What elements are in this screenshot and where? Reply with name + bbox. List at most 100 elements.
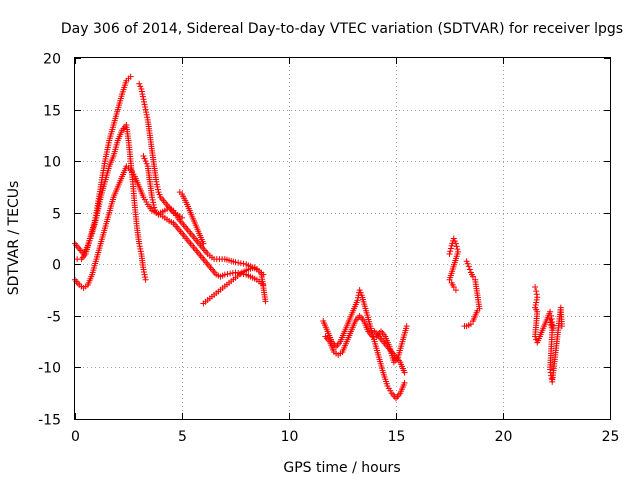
data-point <box>357 289 364 296</box>
data-point <box>383 342 390 349</box>
data-point <box>150 199 157 206</box>
data-point <box>142 158 149 165</box>
data-point <box>144 114 151 121</box>
data-point <box>219 256 226 263</box>
x-tick-label: 5 <box>178 429 187 445</box>
data-point <box>362 305 369 312</box>
data-point <box>461 323 468 330</box>
data-point <box>82 283 89 290</box>
data-point <box>153 176 160 183</box>
data-point <box>142 274 149 281</box>
data-point <box>533 296 540 303</box>
data-point <box>211 269 218 276</box>
data-point <box>81 252 88 259</box>
data-point <box>468 271 475 278</box>
data-point <box>118 93 125 100</box>
x-tick-label: 0 <box>71 429 80 445</box>
data-point <box>147 205 154 212</box>
data-point <box>137 83 144 90</box>
data-point <box>356 287 363 294</box>
data-point <box>156 191 163 198</box>
data-point <box>249 265 256 272</box>
y-tick-label: 20 <box>43 52 61 68</box>
data-point <box>337 350 344 357</box>
data-point <box>380 331 387 338</box>
data-point <box>366 320 373 327</box>
data-point <box>122 165 129 172</box>
data-point <box>86 237 93 244</box>
data-point <box>141 155 148 162</box>
data-point <box>140 152 147 159</box>
x-tick-label: 20 <box>495 429 513 445</box>
data-point <box>141 271 148 278</box>
data-point <box>181 233 188 240</box>
data-point <box>240 260 247 267</box>
data-point <box>114 139 121 146</box>
y-tick-label: -5 <box>47 310 61 326</box>
data-point <box>403 325 410 332</box>
data-point <box>190 233 197 240</box>
plot-frame <box>74 57 611 420</box>
data-point <box>548 322 555 329</box>
data-point <box>152 207 159 214</box>
chart-title: Day 306 of 2014, Sidereal Day-to-day VTE… <box>61 21 623 37</box>
data-point <box>243 267 250 274</box>
data-point <box>198 254 205 261</box>
data-point <box>466 266 473 273</box>
data-point <box>173 223 180 230</box>
data-point <box>204 297 211 304</box>
data-point <box>143 111 150 118</box>
y-tick-label: 15 <box>43 104 61 120</box>
data-point <box>378 336 385 343</box>
data-point <box>546 310 553 317</box>
data-point <box>532 302 539 309</box>
data-point <box>211 291 218 298</box>
data-point <box>198 244 205 251</box>
data-point <box>143 109 150 116</box>
data-point <box>186 207 193 214</box>
data-point <box>125 164 132 171</box>
data-point <box>168 206 175 213</box>
data-point <box>159 208 166 215</box>
data-point <box>105 139 112 146</box>
data-point <box>364 326 371 333</box>
data-point <box>143 160 150 167</box>
data-point <box>224 271 231 278</box>
data-point <box>203 259 210 266</box>
data-point <box>534 294 541 301</box>
data-point <box>190 217 197 224</box>
data-point <box>533 288 540 295</box>
data-point <box>149 196 156 203</box>
data-point <box>146 176 153 183</box>
data-point <box>125 75 132 82</box>
data-point <box>464 260 471 267</box>
data-point <box>173 212 180 219</box>
data-point <box>154 186 161 193</box>
x-tick-label: 10 <box>281 429 299 445</box>
x-axis-label: GPS time / hours <box>283 460 400 476</box>
data-point <box>548 315 555 322</box>
y-axis-label: SDTVAR / TECUs <box>6 181 22 296</box>
series-arc-k <box>446 235 462 294</box>
y-tick-label: 5 <box>52 207 61 223</box>
y-tick-label: -10 <box>38 361 61 377</box>
series-arc-j <box>371 328 408 376</box>
data-point <box>150 201 157 208</box>
data-point <box>141 98 148 105</box>
series-arc-h <box>320 287 408 402</box>
data-point <box>452 287 459 294</box>
data-point <box>109 155 116 162</box>
data-point <box>400 367 407 374</box>
data-point <box>217 286 224 293</box>
data-point <box>137 248 144 255</box>
data-point <box>138 88 145 95</box>
data-point <box>340 330 347 337</box>
data-point <box>143 199 150 206</box>
data-point <box>118 175 125 182</box>
data-point <box>532 331 539 338</box>
data-point <box>236 271 243 278</box>
data-point <box>476 303 483 310</box>
data-point <box>256 267 263 274</box>
data-point <box>463 258 470 265</box>
data-point <box>219 272 226 279</box>
